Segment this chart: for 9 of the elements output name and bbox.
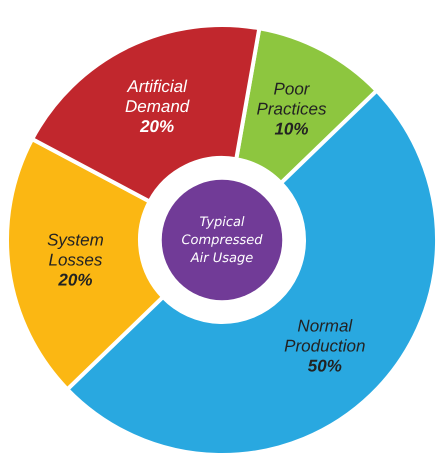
category-label: Normal Production	[284, 316, 366, 356]
text: Typical Compressed Air Usage	[181, 215, 264, 266]
data-label: 10%	[274, 119, 308, 138]
category-label: Poor Practices	[256, 79, 326, 118]
data-label: 50%	[308, 356, 342, 376]
category-label: Artificial Demand	[124, 76, 190, 116]
data-label: 20%	[57, 270, 92, 290]
data-label: 20%	[139, 116, 174, 136]
category-label: System Losses	[47, 230, 104, 270]
